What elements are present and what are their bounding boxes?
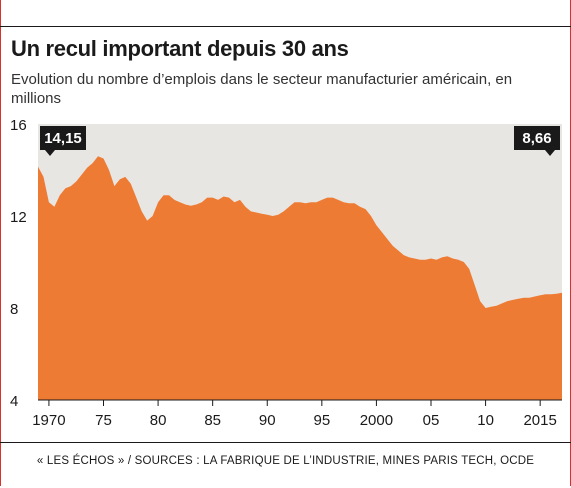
chart: 4 8 12 16 1970 75 80 85 90 95 2000 05 10 2015 14,15 8…	[10, 117, 562, 429]
source-rule	[0, 442, 571, 443]
value-label-box	[40, 126, 86, 150]
x-tick-label: 80	[150, 412, 167, 429]
x-tick-label: 75	[95, 412, 112, 429]
value-label-pointer	[545, 150, 555, 156]
x-tick-label: 90	[259, 412, 276, 429]
y-tick-label: 8	[10, 301, 18, 318]
chart-title: Un recul important depuis 30 ans	[11, 36, 349, 61]
x-axis: 1970 75 80 85 90 95 2000 05 10 2015	[32, 399, 562, 429]
y-tick-label: 12	[10, 209, 27, 226]
y-axis: 4 8 12 16	[10, 117, 27, 410]
x-tick-label: 05	[423, 412, 440, 429]
value-label-text: 14,15	[44, 130, 82, 147]
value-label-1: 8,66	[514, 126, 560, 156]
x-tick-label: 95	[313, 412, 330, 429]
x-tick-label: 10	[477, 412, 494, 429]
x-tick-label: 85	[204, 412, 221, 429]
chart-subtitle: Evolution du nombre d’emplois dans le se…	[11, 71, 513, 107]
top-rule	[0, 26, 571, 27]
series-area-0	[38, 156, 562, 400]
value-label-text: 8,66	[522, 130, 551, 147]
x-tick-label: 2015	[523, 412, 556, 429]
y-tick-label: 16	[10, 117, 27, 134]
source-text: « LES ÉCHOS » / SOURCES : LA FABRIQUE DE…	[36, 455, 535, 467]
annotations: 14,15 8,66	[40, 126, 560, 156]
value-label-box	[514, 126, 560, 150]
area-layer	[38, 156, 562, 400]
x-tick-label: 2000	[360, 412, 393, 429]
value-label-0: 14,15	[40, 126, 86, 156]
x-tick-label: 1970	[32, 412, 65, 429]
value-label-pointer	[45, 150, 55, 156]
y-tick-label: 4	[10, 393, 18, 410]
